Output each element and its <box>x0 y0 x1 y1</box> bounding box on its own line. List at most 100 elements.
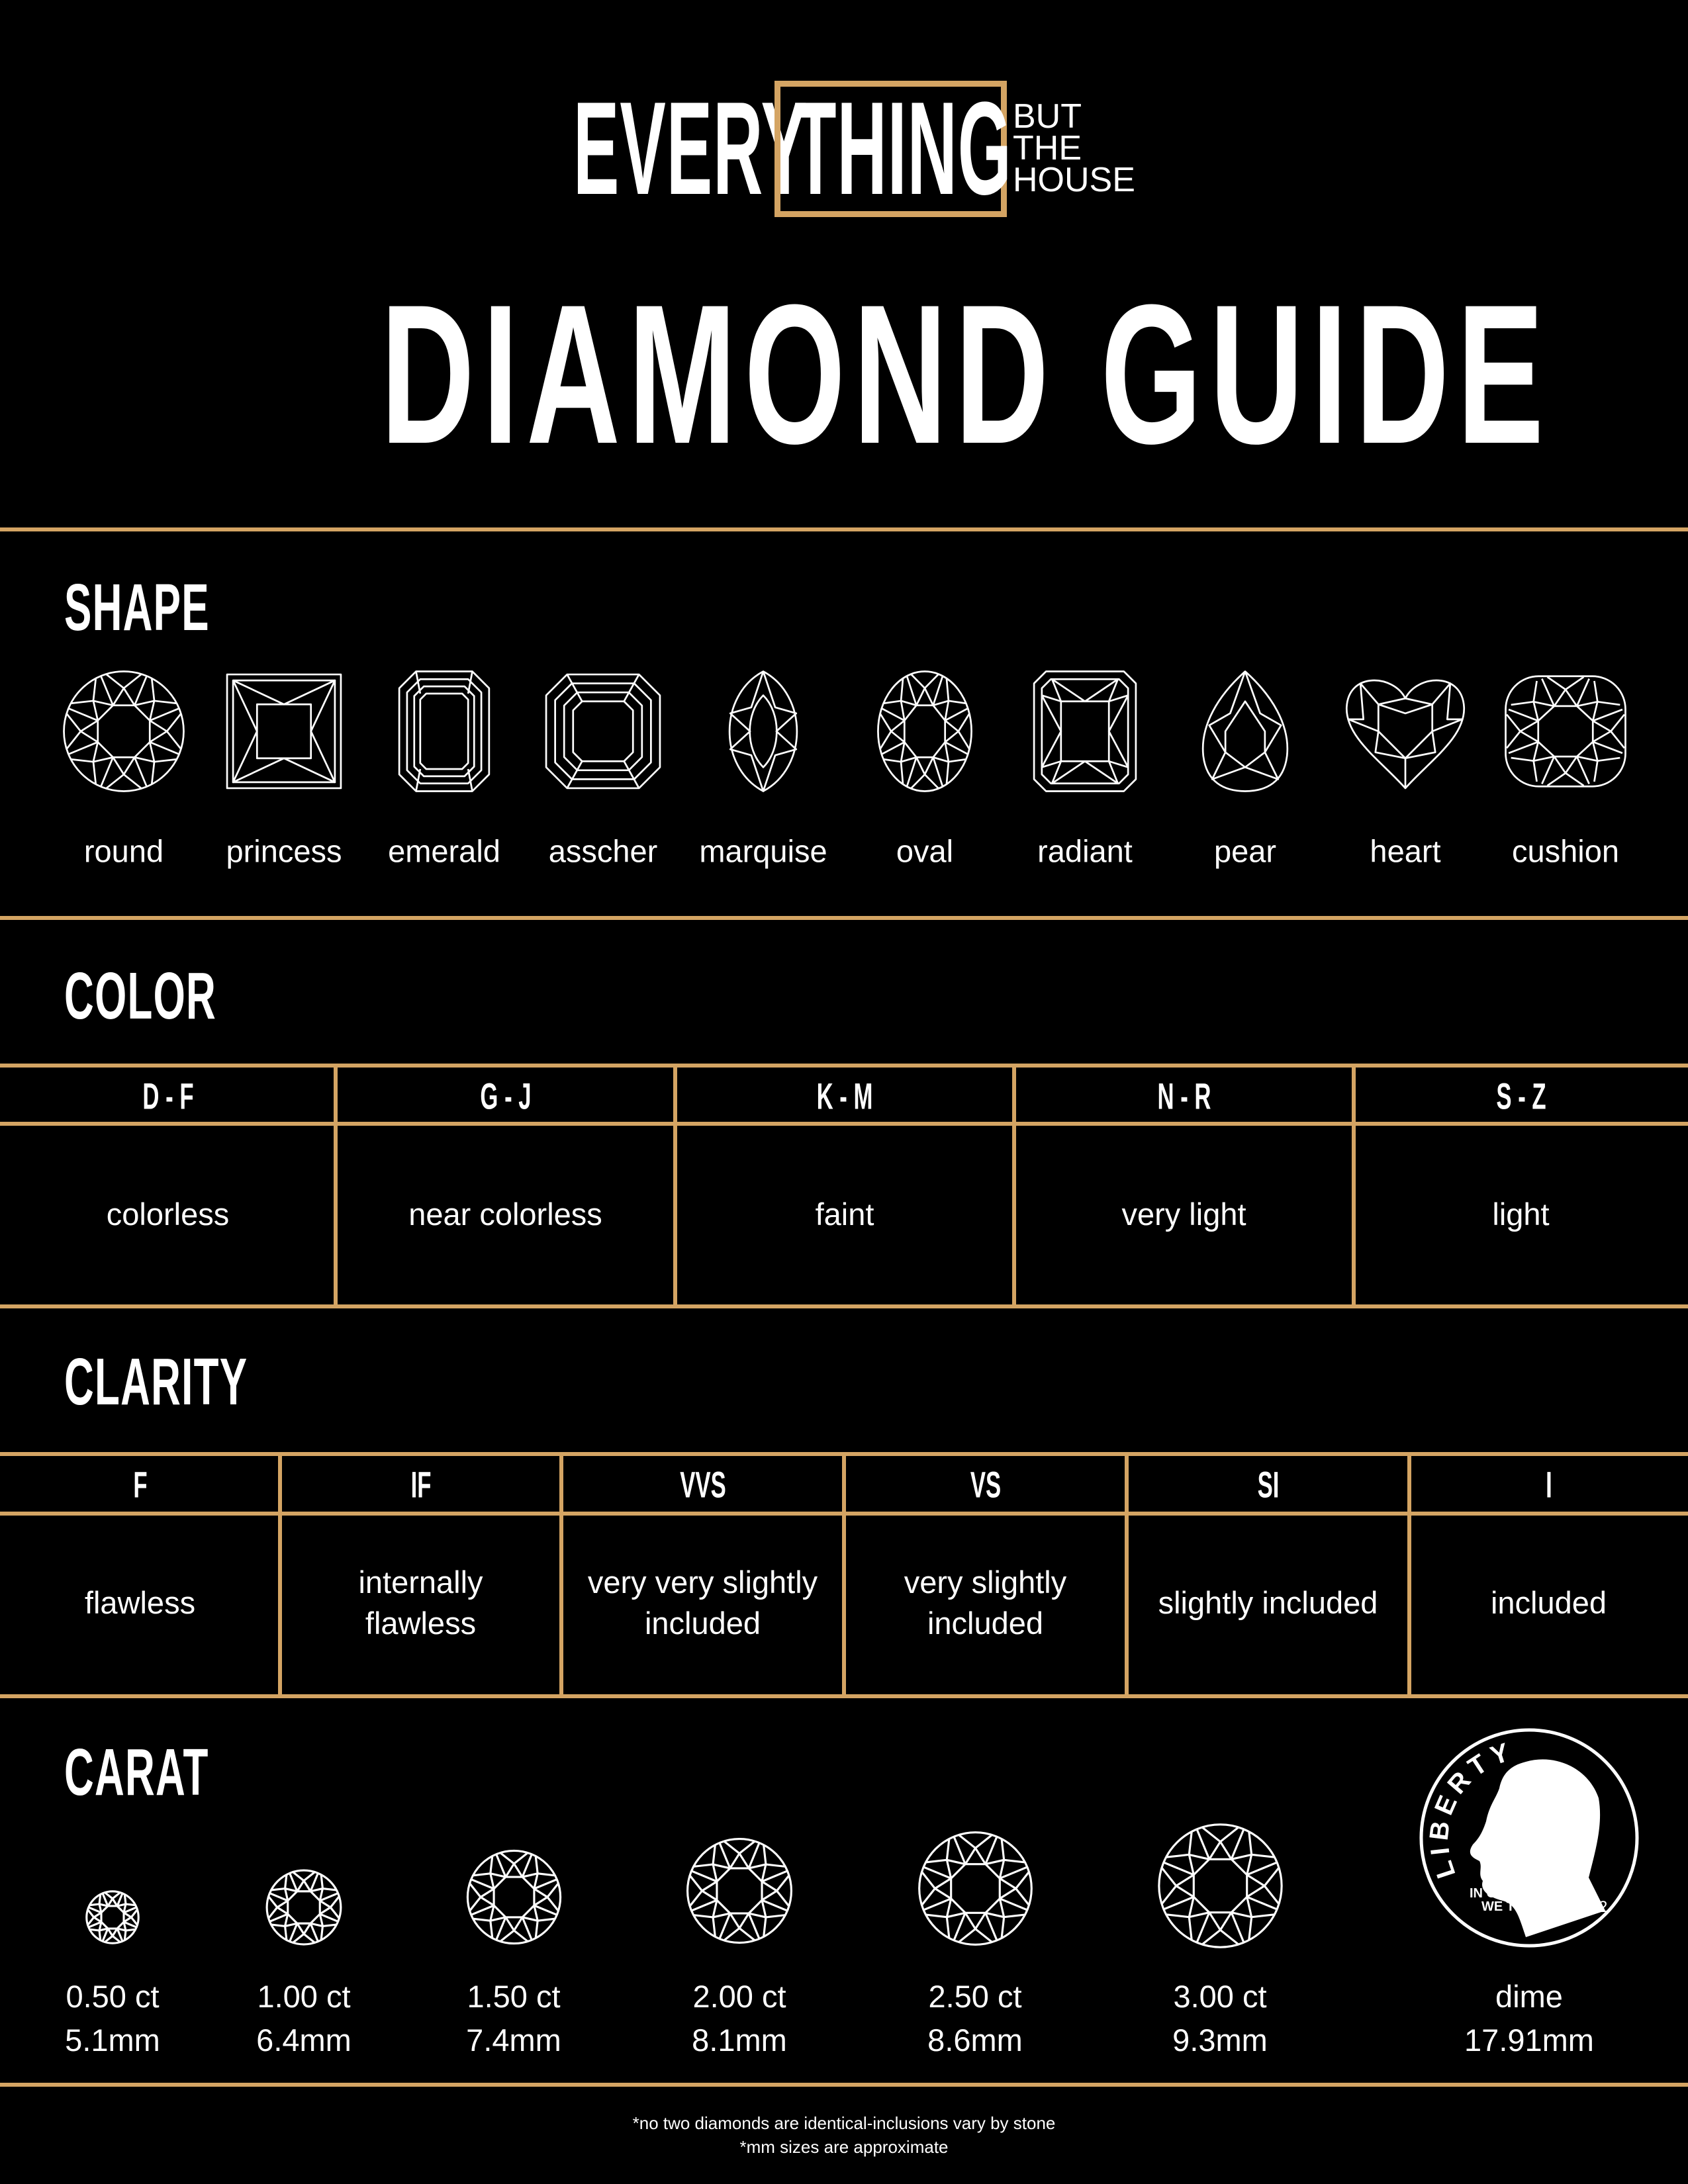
shape-label: pear <box>1213 833 1277 869</box>
grade-text: SI <box>1257 1463 1279 1506</box>
description-line: included <box>1490 1585 1607 1620</box>
carat-size: 8.6mm <box>927 2023 1023 2058</box>
table-divider <box>278 1452 282 1698</box>
carat-label: 2.50 ct 8.6mm <box>927 1975 1023 2062</box>
grade-description: very slightly included <box>904 1562 1067 1644</box>
grade-description: flawless <box>85 1582 195 1623</box>
shape-label: marquise <box>699 833 827 869</box>
divider <box>0 2083 1688 2087</box>
grade-header: S - Z <box>1481 1075 1561 1118</box>
grade-description: very very slightly included <box>588 1562 818 1644</box>
grade-description: slightly included <box>1158 1582 1378 1623</box>
grade-description: very light <box>1121 1197 1246 1232</box>
grade-description: internally flawless <box>358 1562 483 1644</box>
grade-text: N - R <box>1156 1075 1211 1117</box>
table-border <box>0 1304 1688 1308</box>
carat-weight: 0.50 ct <box>66 1979 160 2014</box>
carat-weight: 3.00 ct <box>1173 1979 1267 2014</box>
grade-text: VS <box>970 1463 1001 1506</box>
table-divider <box>1012 1064 1016 1308</box>
grade-description: near colorless <box>408 1197 602 1232</box>
description-line: internally <box>358 1565 483 1600</box>
divider <box>0 916 1688 920</box>
grade-header: IF <box>404 1463 438 1506</box>
table-divider <box>1407 1452 1411 1698</box>
carat-label: 3.00 ct 9.3mm <box>1172 1975 1268 2062</box>
carat-size: 5.1mm <box>65 2023 160 2058</box>
pear-diamond-icon <box>1201 670 1289 792</box>
shape-label: asscher <box>548 833 658 869</box>
footer-notes: *no two diamonds are identical-inclusion… <box>633 2111 1056 2159</box>
shape-label: heart <box>1370 833 1441 869</box>
dime-coin-icon: LIBERTY IN GOD WE TRUST 2022 <box>1419 1728 1639 1948</box>
shape-label: round <box>83 833 164 869</box>
asscher-diamond-icon <box>545 673 661 790</box>
color-title: COLOR <box>64 959 217 1033</box>
carat-label: 1.00 ct 6.4mm <box>256 1975 352 2062</box>
grade-header: SI <box>1250 1463 1286 1506</box>
cushion-diamond-icon <box>1505 675 1626 788</box>
logo-word: BUT <box>1013 97 1082 136</box>
round-diamond-icon <box>1157 1823 1283 1948</box>
logo-every: EVERY <box>573 75 808 222</box>
grade-description: light <box>1492 1197 1550 1232</box>
description-line: very very slightly <box>587 1565 818 1600</box>
grade-header: VS <box>961 1463 1010 1506</box>
description-line: flawless <box>84 1585 196 1620</box>
carat-title: CARAT <box>64 1735 209 1809</box>
heart-diamond-icon <box>1345 679 1466 790</box>
description-line: slightly included <box>1158 1585 1378 1620</box>
grade-header: D - F <box>126 1075 209 1118</box>
grade-header: G - J <box>464 1075 546 1118</box>
table-divider <box>559 1452 563 1698</box>
description-line: included <box>644 1606 761 1641</box>
dime-name: dime <box>1495 1979 1563 2014</box>
grade-text: D - F <box>142 1075 194 1117</box>
description-line: very slightly <box>904 1565 1067 1600</box>
shape-title: SHAPE <box>64 570 210 645</box>
description-line: flawless <box>365 1606 477 1641</box>
round-diamond-icon <box>265 1869 342 1946</box>
clarity-title: CLARITY <box>64 1345 248 1419</box>
table-border <box>0 1064 1688 1068</box>
grade-description: colorless <box>106 1197 230 1232</box>
grade-description: included <box>1491 1582 1607 1623</box>
shape-label: princess <box>226 833 342 869</box>
carat-label: 2.00 ct 8.1mm <box>692 1975 787 2062</box>
round-diamond-icon <box>63 670 185 792</box>
emerald-diamond-icon <box>398 670 491 792</box>
grade-header: K - M <box>800 1075 890 1118</box>
carat-label: 0.50 ct 5.1mm <box>65 1975 160 2062</box>
grade-text: VVS <box>679 1463 726 1506</box>
coin-motto-1: IN GOD <box>1470 1886 1517 1901</box>
shape-label: radiant <box>1037 833 1133 869</box>
footer-note: *mm sizes are approximate <box>739 2137 949 2157</box>
shape-label: oval <box>896 833 954 869</box>
shape-label: emerald <box>388 833 500 869</box>
shape-label: cushion <box>1512 833 1619 869</box>
grade-text: K - M <box>816 1075 873 1117</box>
footer-note: *no two diamonds are identical-inclusion… <box>632 2113 1056 2133</box>
table-divider <box>334 1064 338 1308</box>
coin-year: 2022 <box>1572 1898 1607 1916</box>
logo-word: HOUSE <box>1013 161 1135 199</box>
princess-diamond-icon <box>226 673 342 790</box>
logo-thing: THING <box>794 75 1012 222</box>
dime-label: dime 17.91mm <box>1464 1975 1594 2062</box>
table-divider <box>673 1064 677 1308</box>
grade-text: F <box>132 1463 148 1506</box>
page-title: DIAMOND GUIDE <box>381 263 1552 485</box>
description-line: included <box>927 1606 1044 1641</box>
carat-weight: 2.50 ct <box>928 1979 1022 2014</box>
carat-size: 9.3mm <box>1172 2023 1268 2058</box>
radiant-diamond-icon <box>1033 670 1137 792</box>
carat-size: 6.4mm <box>256 2023 352 2058</box>
table-divider <box>842 1452 846 1698</box>
divider <box>0 527 1688 531</box>
grade-header: I <box>1544 1463 1554 1506</box>
round-diamond-icon <box>466 1849 561 1944</box>
table-border <box>0 1122 1688 1126</box>
logo-word: THE <box>1013 129 1082 167</box>
grade-header: N - R <box>1141 1075 1227 1118</box>
grade-text: I <box>1545 1463 1552 1506</box>
